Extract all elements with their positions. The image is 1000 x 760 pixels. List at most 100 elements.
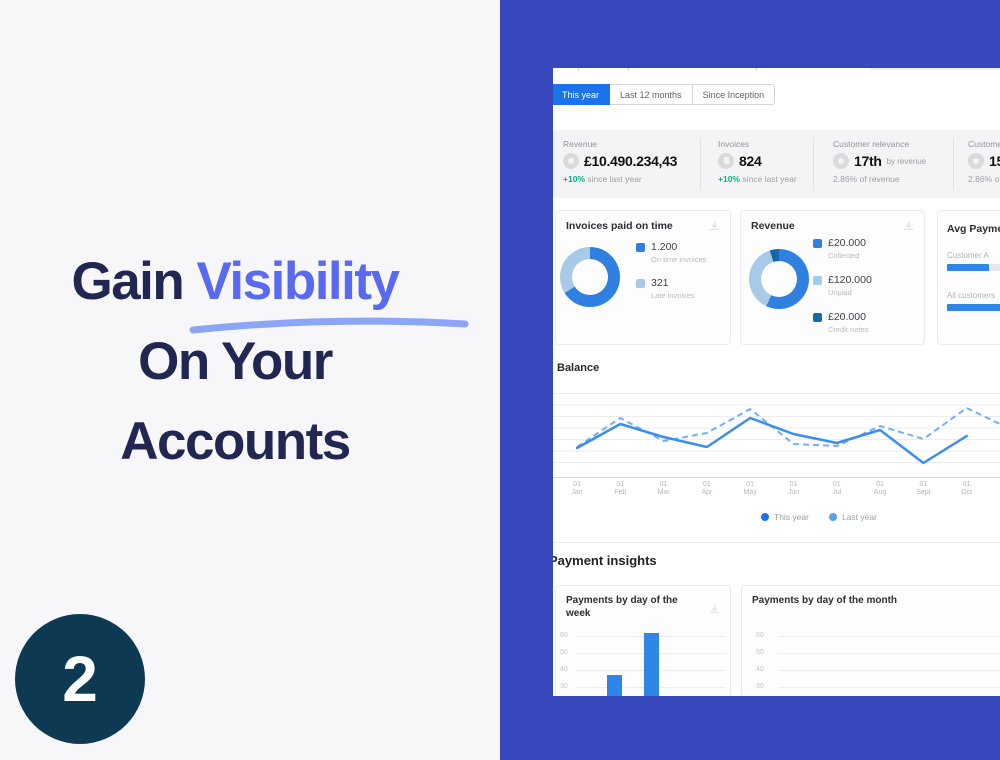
kpi-customer-cropped: Custome 15 2.86% of bbox=[968, 139, 1000, 184]
legend-value: 321 bbox=[651, 277, 669, 289]
legend-item-on-time: 1.200 On time invoices bbox=[636, 241, 706, 264]
kpi-sub: 2.86% of bbox=[968, 174, 1000, 184]
download-icon[interactable] bbox=[903, 221, 914, 232]
bar-fill bbox=[947, 304, 1000, 311]
legend-this-year: This year bbox=[761, 512, 809, 522]
bar-fill bbox=[947, 264, 989, 271]
legend-item-collected: £20.000 Collected bbox=[813, 237, 866, 260]
headline-line-1: Gain Visibility bbox=[0, 242, 470, 334]
legend-swatch bbox=[813, 239, 822, 248]
bar bbox=[644, 632, 659, 696]
x-tick-label: 01 Jan bbox=[571, 481, 583, 496]
y-tick-label: 30 bbox=[560, 683, 568, 690]
cropped-ui-remnant bbox=[553, 68, 1000, 71]
dashboard-screenshot: This year Last 12 months Since Inception… bbox=[553, 68, 1000, 696]
payment-insights-title: Payment insights bbox=[553, 553, 657, 568]
legend-swatch bbox=[813, 276, 822, 285]
x-tick-label: 01 Aug bbox=[873, 481, 887, 496]
divider bbox=[953, 138, 954, 190]
kpi-revenue: Revenue £10.490.234,43 +10% since last y… bbox=[563, 139, 677, 184]
legend-label: On time invoices bbox=[651, 255, 707, 264]
card-title: Invoices paid on time bbox=[566, 220, 673, 232]
card-payments-by-week: Payments by day of the week 60 50 40 30 bbox=[555, 585, 731, 696]
x-tick-label: 01 May bbox=[743, 481, 757, 496]
legend-value: £120.000 bbox=[828, 274, 872, 286]
invoices-donut-chart bbox=[560, 247, 620, 307]
kpi-sub: 2.86% of revenue bbox=[833, 174, 900, 184]
headline-word-visibility: Visibility bbox=[196, 252, 401, 311]
kpi-value: 824 bbox=[739, 153, 762, 169]
legend-label: Unpaid bbox=[828, 288, 852, 297]
legend-swatch bbox=[813, 313, 822, 322]
legend-value: £20.000 bbox=[828, 311, 866, 323]
kpi-delta: +10% bbox=[718, 174, 740, 184]
kpi-delta: +10% bbox=[563, 174, 585, 184]
card-revenue: Revenue £20.000 Collected £120.000 Unpai… bbox=[740, 210, 925, 345]
gridline bbox=[778, 670, 1000, 671]
period-tabs: This year Last 12 months Since Inception bbox=[553, 84, 776, 105]
y-tick-label: 40 bbox=[756, 666, 764, 673]
y-tick-label: 60 bbox=[560, 632, 568, 639]
y-tick-label: 50 bbox=[560, 649, 568, 656]
download-icon[interactable] bbox=[709, 604, 720, 615]
divider bbox=[553, 542, 1000, 543]
slide-left-panel: Gain Visibility On Your Accounts 2 bbox=[0, 242, 470, 744]
x-tick-label: 01 Jul bbox=[832, 481, 842, 496]
bar bbox=[607, 675, 622, 696]
kpi-strip: Revenue £10.490.234,43 +10% since last y… bbox=[553, 130, 1000, 198]
gridline bbox=[778, 636, 1000, 637]
legend-label: Late invoices bbox=[651, 291, 695, 300]
y-tick-label: 40 bbox=[560, 666, 568, 673]
this-year-line bbox=[575, 416, 968, 465]
kpi-customer-relevance: Customer relevance 17th by revenue 2.86%… bbox=[833, 139, 926, 184]
legend-swatch bbox=[636, 243, 645, 252]
avg-row-label: All customers bbox=[947, 291, 996, 300]
kpi-value-suffix: by revenue bbox=[886, 156, 927, 166]
avg-row-label: Customer A bbox=[947, 251, 989, 260]
revenue-donut-chart bbox=[749, 249, 809, 309]
step-number: 2 bbox=[62, 643, 98, 715]
legend-item-late: 321 Late invoices bbox=[636, 277, 695, 300]
card-invoices-paid-on-time: Invoices paid on time 1.200 On time invo… bbox=[555, 210, 731, 345]
donut-hole bbox=[761, 261, 797, 297]
card-payments-by-month: Payments by day of the month 60 50 40 30 bbox=[741, 585, 1000, 696]
balance-x-labels: 01 Jan 01 Feb 01 Mar 01 Apr 01 May 01 Jun 01 Jul 01 Aug… bbox=[553, 481, 1000, 501]
y-tick-label: 50 bbox=[756, 649, 764, 656]
revenue-coin-icon bbox=[563, 153, 579, 169]
avg-bar-all-customers bbox=[947, 304, 1000, 311]
legend-item-unpaid: £120.000 Unpaid bbox=[813, 274, 872, 297]
x-tick-label: 01 Feb bbox=[614, 481, 627, 496]
download-icon[interactable] bbox=[709, 221, 720, 232]
step-number-badge: 2 bbox=[15, 614, 145, 744]
balance-x-axis bbox=[553, 477, 1000, 478]
kpi-value: 17th bbox=[854, 153, 882, 169]
legend-last-year: Last year bbox=[828, 512, 877, 522]
legend-swatch bbox=[636, 279, 645, 288]
tab-last-12-months[interactable]: Last 12 months bbox=[610, 84, 693, 105]
kpi-label: Revenue bbox=[563, 139, 598, 149]
kpi-label: Invoices bbox=[718, 139, 750, 149]
x-tick-label: 01 Mar bbox=[657, 481, 670, 496]
kpi-sub: +10% since last year bbox=[718, 174, 797, 184]
kpi-value: 15 bbox=[989, 153, 1000, 169]
gridline bbox=[778, 653, 1000, 654]
y-tick-label: 60 bbox=[756, 632, 764, 639]
tab-this-year[interactable]: This year bbox=[553, 84, 611, 105]
underline-swoosh bbox=[189, 317, 469, 334]
headline-word-gain: Gain bbox=[71, 252, 184, 311]
headline-highlight: Visibility bbox=[189, 242, 469, 334]
donut-hole bbox=[572, 259, 608, 295]
kpi-sub: +10% since last year bbox=[563, 174, 642, 184]
legend-item-credit-notes: £20.000 Credit notes bbox=[813, 311, 868, 334]
invoices-document-icon bbox=[718, 153, 734, 169]
legend-value: £20.000 bbox=[828, 237, 866, 249]
card-title: Payments by day of the month bbox=[752, 595, 898, 606]
card-avg-payment: Avg Payme Customer A All customers bbox=[937, 210, 1000, 345]
divider bbox=[700, 138, 701, 190]
headline: Gain Visibility On Your Accounts bbox=[0, 242, 470, 482]
customer-icon bbox=[968, 153, 984, 169]
gridline bbox=[778, 687, 1000, 688]
legend-label: Credit notes bbox=[828, 325, 869, 334]
kpi-label: Customer relevance bbox=[833, 139, 910, 149]
tab-since-inception[interactable]: Since Inception bbox=[692, 84, 776, 105]
